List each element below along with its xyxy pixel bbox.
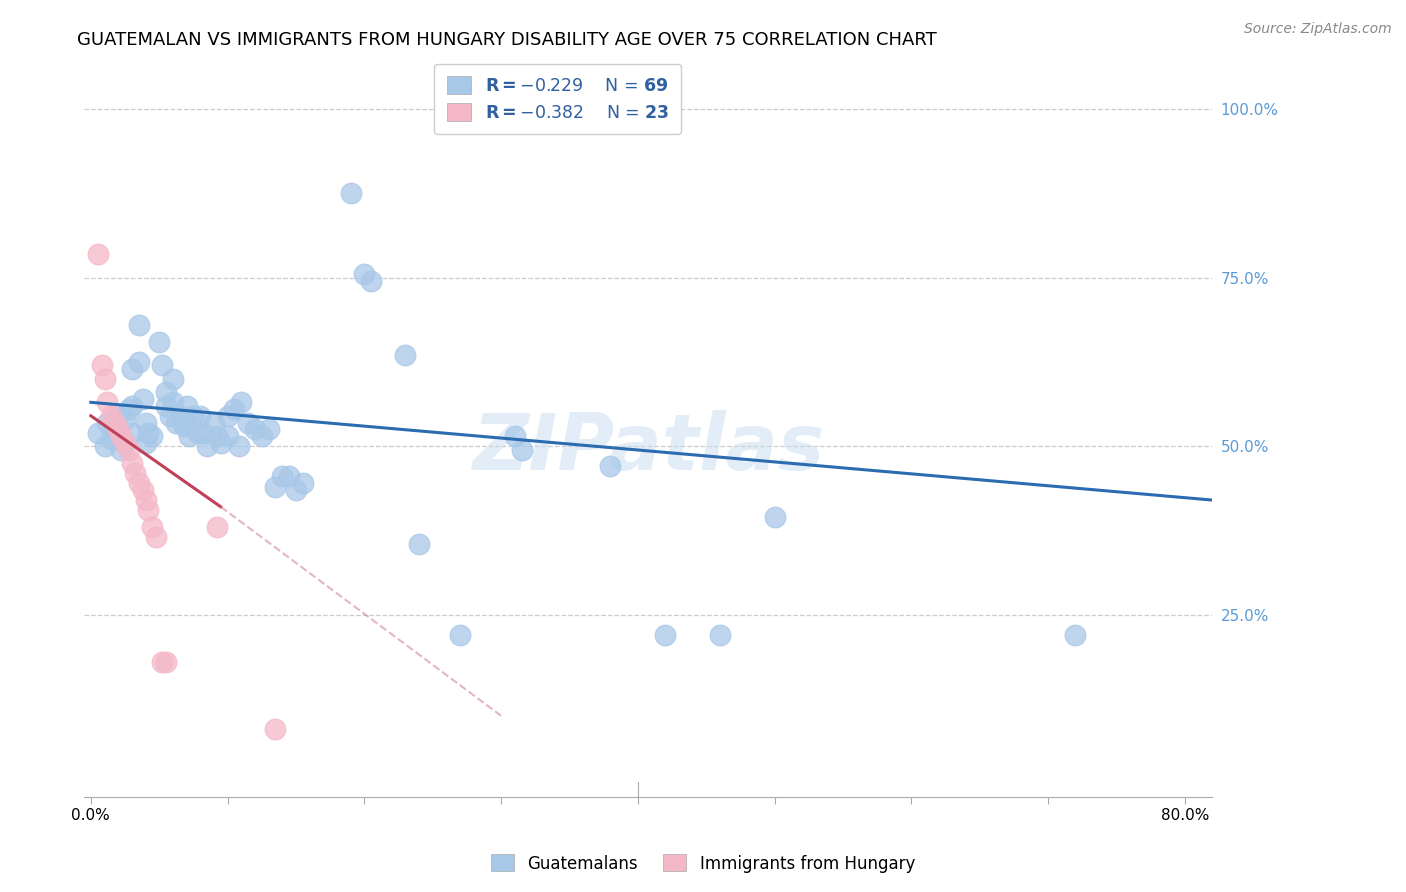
Point <box>135 435 157 450</box>
Point <box>217 429 239 443</box>
Point <box>1064 628 1087 642</box>
Point <box>155 399 177 413</box>
Point <box>264 479 287 493</box>
Point <box>141 520 163 534</box>
Point <box>394 348 416 362</box>
Point <box>110 442 132 457</box>
Point <box>118 402 141 417</box>
Point <box>285 483 308 497</box>
Point <box>162 372 184 386</box>
Point <box>339 186 361 201</box>
Point <box>271 469 294 483</box>
Point <box>100 433 122 447</box>
Point <box>188 409 211 423</box>
Point <box>121 456 143 470</box>
Text: ZIPatlas: ZIPatlas <box>472 410 824 486</box>
Point <box>510 442 533 457</box>
Point <box>599 459 621 474</box>
Point <box>173 418 195 433</box>
Point <box>236 416 259 430</box>
Point <box>205 520 228 534</box>
Point <box>449 628 471 642</box>
Point <box>654 628 676 642</box>
Point <box>96 416 118 430</box>
Point <box>150 358 173 372</box>
Point <box>114 435 136 450</box>
Point <box>186 425 208 440</box>
Point <box>360 274 382 288</box>
Point <box>205 429 228 443</box>
Point <box>107 422 129 436</box>
Point <box>165 416 187 430</box>
Point <box>96 395 118 409</box>
Point <box>148 334 170 349</box>
Point <box>121 425 143 440</box>
Point <box>183 409 205 423</box>
Point <box>145 530 167 544</box>
Point <box>86 425 108 440</box>
Point <box>135 416 157 430</box>
Point <box>250 429 273 443</box>
Point <box>763 509 786 524</box>
Text: GUATEMALAN VS IMMIGRANTS FROM HUNGARY DISABILITY AGE OVER 75 CORRELATION CHART: GUATEMALAN VS IMMIGRANTS FROM HUNGARY DI… <box>77 31 936 49</box>
Point <box>176 416 198 430</box>
Point <box>228 439 250 453</box>
Point <box>135 493 157 508</box>
Point <box>107 409 129 423</box>
Point <box>93 439 115 453</box>
Point <box>408 537 430 551</box>
Point <box>136 425 159 440</box>
Legend: Guatemalans, Immigrants from Hungary: Guatemalans, Immigrants from Hungary <box>484 847 922 880</box>
Point <box>231 395 253 409</box>
Point <box>150 655 173 669</box>
Point <box>110 429 132 443</box>
Point <box>121 399 143 413</box>
Point <box>132 392 155 406</box>
Point <box>291 476 314 491</box>
Point <box>128 476 150 491</box>
Point <box>141 429 163 443</box>
Point <box>176 399 198 413</box>
Point <box>503 429 526 443</box>
Point <box>224 402 246 417</box>
Point <box>114 412 136 426</box>
Point <box>209 435 232 450</box>
Point <box>257 422 280 436</box>
Point <box>709 628 731 642</box>
Point <box>124 466 146 480</box>
Point <box>162 395 184 409</box>
Point <box>100 409 122 423</box>
Point <box>104 422 127 436</box>
Point <box>104 416 127 430</box>
Point <box>243 422 266 436</box>
Point <box>128 318 150 332</box>
Point <box>110 429 132 443</box>
Point <box>132 483 155 497</box>
Point <box>202 416 225 430</box>
Point <box>195 439 218 453</box>
Point <box>191 425 214 440</box>
Point <box>155 385 177 400</box>
Point <box>169 409 191 423</box>
Point <box>128 355 150 369</box>
Point <box>121 361 143 376</box>
Point <box>136 503 159 517</box>
Point <box>114 435 136 450</box>
Point <box>93 372 115 386</box>
Point <box>86 247 108 261</box>
Point <box>155 655 177 669</box>
Point <box>90 358 112 372</box>
Point <box>217 409 239 423</box>
Point <box>353 267 375 281</box>
Point <box>159 409 181 423</box>
Point <box>118 442 141 457</box>
Point <box>179 429 201 443</box>
Text: Source: ZipAtlas.com: Source: ZipAtlas.com <box>1244 22 1392 37</box>
Legend: $\bf{R = }$$\bf{\mathit{-0.229}}$    N = $\mathbf{69}$, $\bf{R = }$$\bf{\mathit{: $\bf{R = }$$\bf{\mathit{-0.229}}$ N = $\… <box>434 64 682 135</box>
Point <box>278 469 301 483</box>
Point <box>264 723 287 737</box>
